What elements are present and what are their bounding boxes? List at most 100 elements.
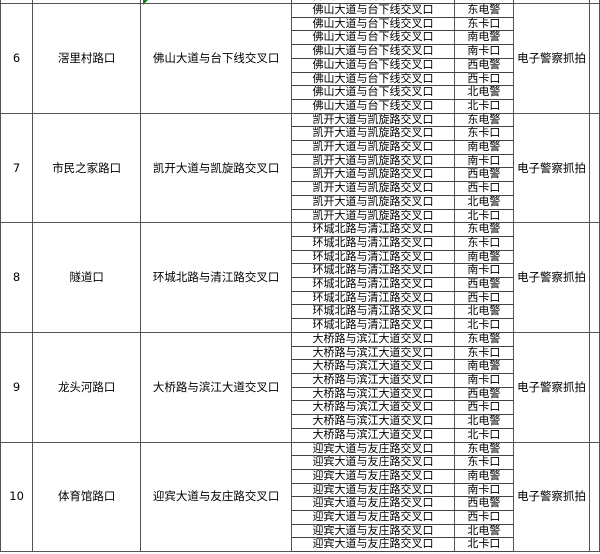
cell-direction[interactable]: 西卡口 [453,71,514,87]
cell-direction[interactable]: 南电警 [453,468,514,484]
cell-sub-point[interactable]: 环城北路与清江路交叉口 [291,263,455,279]
cell-direction[interactable]: 西电警 [453,167,514,183]
cell-empty[interactable] [589,222,600,333]
cell-sub-point[interactable]: 凯开大道与凯旋路交叉口 [291,181,455,196]
cell-no[interactable]: 9 [0,331,34,443]
cell-no[interactable]: 8 [0,222,34,333]
cell-direction[interactable]: 北电警 [453,414,514,429]
cell-sub-point[interactable]: 佛山大道与台下线交叉口 [291,98,455,114]
cell-sub-point[interactable]: 环城北路与清江路交叉口 [291,304,455,320]
cell-sub-point[interactable]: 环城北路与清江路交叉口 [291,235,455,251]
cell-sub-point[interactable]: 佛山大道与台下线交叉口 [291,16,455,32]
cell-direction[interactable]: 北电警 [453,85,514,100]
cell-direction[interactable]: 南卡口 [453,263,514,279]
cell-sub-point[interactable]: 凯开大道与凯旋路交叉口 [291,140,455,155]
cell-sub-point[interactable]: 迎宾大道与友庄路交叉口 [291,468,455,484]
cell-sub-point[interactable]: 佛山大道与台下线交叉口 [291,44,455,59]
cell-direction[interactable]: 西电警 [453,57,514,73]
cell-intersection-name[interactable]: 市民之家路口 [32,112,142,224]
cell-empty[interactable] [589,331,600,443]
cell-direction[interactable]: 东卡口 [453,16,514,32]
cell-direction[interactable]: 西电警 [453,496,514,512]
cell-direction[interactable]: 北电警 [453,304,514,320]
cell-sub-point[interactable]: 大桥路与滨江大道交叉口 [291,373,455,388]
cell-sub-point[interactable]: 大桥路与滨江大道交叉口 [291,345,455,361]
cell-sub-point[interactable]: 环城北路与清江路交叉口 [291,318,455,333]
cell-direction[interactable]: 北卡口 [453,537,514,553]
cell-direction[interactable]: 南卡口 [453,153,514,169]
cell-sub-point[interactable]: 大桥路与滨江大道交叉口 [291,427,455,443]
cell-direction[interactable]: 东卡口 [453,235,514,251]
cell-sub-point[interactable]: 大桥路与滨江大道交叉口 [291,400,455,416]
cell-intersection-name[interactable]: 体育馆路口 [32,441,142,553]
cell-direction[interactable]: 南电警 [453,30,514,46]
cell-empty[interactable] [589,112,600,224]
cell-type[interactable]: 电子警察抓拍 [512,3,591,114]
cell-direction[interactable]: 西卡口 [453,181,514,196]
cell-type[interactable]: 电子警察抓拍 [512,222,591,333]
cell-sub-point[interactable]: 佛山大道与台下线交叉口 [291,30,455,46]
cell-direction[interactable]: 北卡口 [453,208,514,224]
cell-crossing[interactable]: 迎宾大道与友庄路交叉口 [140,441,293,553]
cell-intersection-name[interactable]: 滘里村路口 [32,3,142,114]
cell-direction[interactable]: 西卡口 [453,290,514,306]
cell-sub-point[interactable]: 环城北路与清江路交叉口 [291,249,455,265]
cell-crossing[interactable]: 环城北路与清江路交叉口 [140,222,293,333]
cell-sub-point[interactable]: 大桥路与滨江大道交叉口 [291,414,455,429]
cell-sub-point[interactable]: 迎宾大道与友庄路交叉口 [291,441,455,457]
cell-sub-point[interactable]: 大桥路与滨江大道交叉口 [291,359,455,374]
cell-sub-point[interactable]: 迎宾大道与友庄路交叉口 [291,482,455,498]
cell-sub[interactable]: 佛山大道与台下线交叉口 [291,0,455,5]
cell-sub-point[interactable]: 凯开大道与凯旋路交叉口 [291,112,455,128]
cell-direction[interactable]: 东电警 [453,3,514,18]
cell-direction[interactable]: 南卡口 [453,373,514,388]
cell-type[interactable]: 电子警察抓拍 [512,441,591,553]
cell-direction[interactable]: 南电警 [453,359,514,374]
cell-sub-point[interactable]: 环城北路与清江路交叉口 [291,277,455,292]
cell-direction[interactable]: 东电警 [453,441,514,457]
cell-sub-point[interactable]: 环城北路与清江路交叉口 [291,222,455,237]
cell-direction[interactable]: 南卡口 [453,482,514,498]
cell-sub-point[interactable]: 佛山大道与台下线交叉口 [291,85,455,100]
cell-direction[interactable]: 东电警 [453,112,514,128]
cell-direction[interactable]: 北卡口 [453,318,514,333]
cell-sub-point[interactable]: 大桥路与滨江大道交叉口 [291,331,455,347]
cell-intersection-name[interactable]: 隧道口 [32,222,142,333]
cell-crossing[interactable]: 凯开大道与凯旋路交叉口 [140,112,293,224]
cell-intersection-name[interactable]: 龙头河路口 [32,331,142,443]
cell-no[interactable]: 7 [0,112,34,224]
cell-type[interactable]: 电子警察抓拍 [512,112,591,224]
cell-sub-point[interactable]: 迎宾大道与友庄路交叉口 [291,496,455,512]
cell-no[interactable]: 6 [0,3,34,114]
cell-direction[interactable]: 东卡口 [453,126,514,142]
cell-sub-point[interactable]: 凯开大道与凯旋路交叉口 [291,153,455,169]
cell-direction[interactable]: 西卡口 [453,400,514,416]
cell-sub-point[interactable]: 迎宾大道与友庄路交叉口 [291,523,455,539]
cell-sub-point[interactable]: 佛山大道与台下线交叉口 [291,3,455,18]
cell-no[interactable]: 10 [0,441,34,553]
cell-empty[interactable] [589,441,600,553]
cell-direction[interactable]: 北电警 [453,523,514,539]
cell-sub-point[interactable]: 凯开大道与凯旋路交叉口 [291,194,455,210]
cell-sub-point[interactable]: 迎宾大道与友庄路交叉口 [291,455,455,470]
cell-sub-point[interactable]: 凯开大道与凯旋路交叉口 [291,167,455,183]
cell-crossing[interactable]: 大桥路与滨江大道交叉口 [140,331,293,443]
cell-sub-point[interactable]: 迎宾大道与友庄路交叉口 [291,537,455,553]
cell-direction[interactable]: 东电警 [453,222,514,237]
cell-crossing[interactable]: 佛山大道与台下线交叉口 [140,3,293,114]
cell-direction[interactable]: 东卡口 [453,455,514,470]
cell-direction[interactable]: 北电警 [453,194,514,210]
cell-type[interactable]: 电子警察抓拍 [512,331,591,443]
cell-direction[interactable]: 西电警 [453,386,514,402]
cell-direction[interactable]: 北卡口 [453,98,514,114]
cell-sub-point[interactable]: 佛山大道与台下线交叉口 [291,57,455,73]
cell-sub-point[interactable]: 环城北路与清江路交叉口 [291,290,455,306]
cell-direction[interactable]: 东电警 [453,331,514,347]
cell-direction[interactable]: 西电警 [453,277,514,292]
cell-sub-point[interactable]: 凯开大道与凯旋路交叉口 [291,126,455,142]
cell-direction[interactable]: 西卡口 [453,510,514,525]
cell-sub-point[interactable]: 佛山大道与台下线交叉口 [291,71,455,87]
cell-direction[interactable]: 东卡口 [453,345,514,361]
cell-direction[interactable]: 北卡口 [453,427,514,443]
cell-sub-point[interactable]: 大桥路与滨江大道交叉口 [291,386,455,402]
